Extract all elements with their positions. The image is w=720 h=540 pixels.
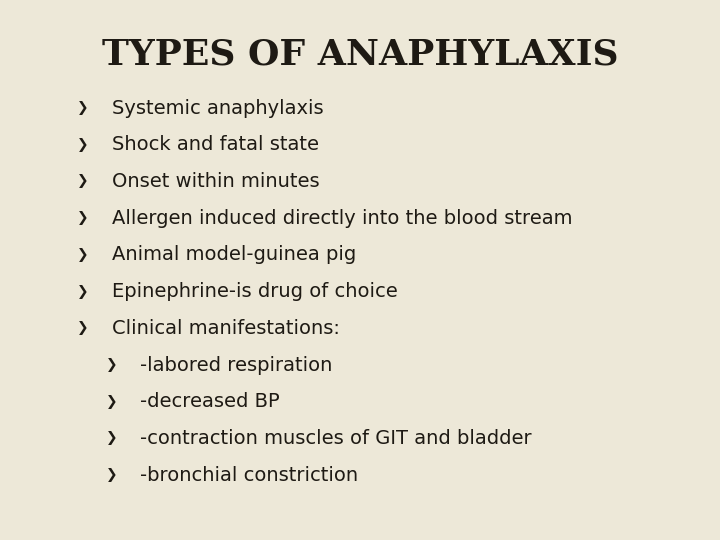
Text: ❯: ❯ [77, 101, 89, 115]
Text: Clinical manifestations:: Clinical manifestations: [112, 319, 339, 338]
Text: -contraction muscles of GIT and bladder: -contraction muscles of GIT and bladder [140, 429, 532, 448]
Text: ❯: ❯ [77, 174, 89, 188]
Text: Onset within minutes: Onset within minutes [112, 172, 319, 191]
Text: ❯: ❯ [77, 138, 89, 152]
Text: -labored respiration: -labored respiration [140, 355, 333, 375]
Text: ❯: ❯ [106, 431, 117, 446]
Text: ❯: ❯ [106, 358, 117, 372]
Text: ❯: ❯ [77, 211, 89, 225]
Text: ❯: ❯ [106, 468, 117, 482]
Text: ❯: ❯ [106, 395, 117, 409]
Text: ❯: ❯ [77, 285, 89, 299]
Text: ❯: ❯ [77, 321, 89, 335]
Text: TYPES OF ANAPHYLAXIS: TYPES OF ANAPHYLAXIS [102, 38, 618, 72]
Text: Systemic anaphylaxis: Systemic anaphylaxis [112, 98, 323, 118]
Text: -decreased BP: -decreased BP [140, 392, 280, 411]
Text: Shock and fatal state: Shock and fatal state [112, 135, 319, 154]
Text: -bronchial constriction: -bronchial constriction [140, 465, 359, 485]
Text: Epinephrine-is drug of choice: Epinephrine-is drug of choice [112, 282, 397, 301]
Text: Animal model-guinea pig: Animal model-guinea pig [112, 245, 356, 265]
Text: Allergen induced directly into the blood stream: Allergen induced directly into the blood… [112, 208, 572, 228]
Text: ❯: ❯ [77, 248, 89, 262]
